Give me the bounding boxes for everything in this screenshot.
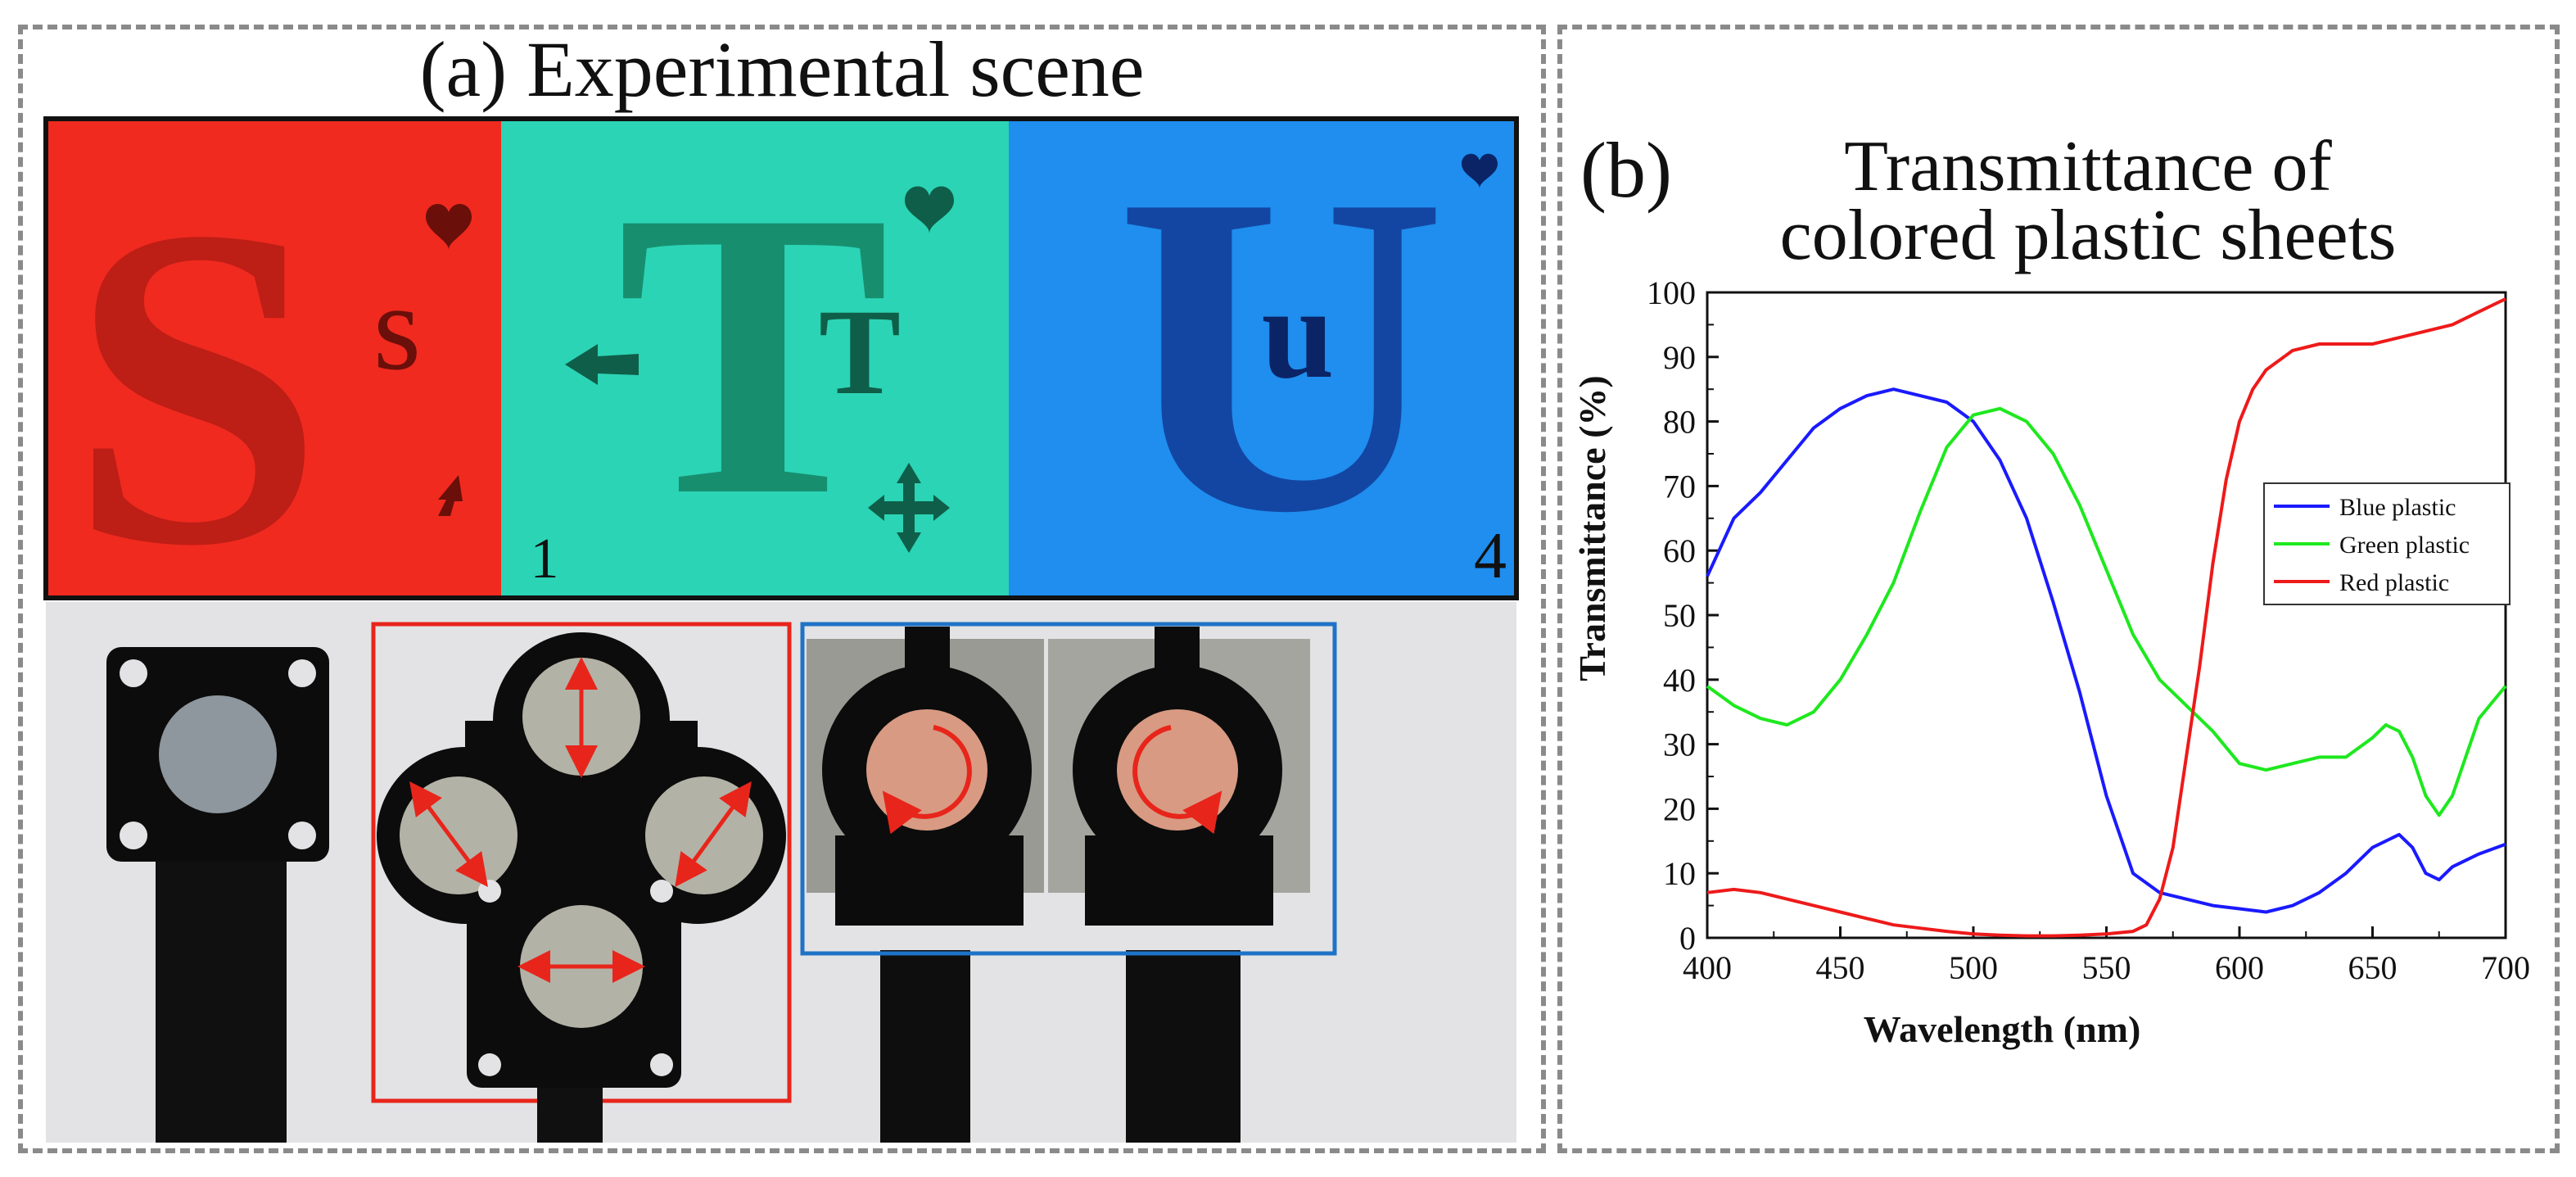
screw-hole	[120, 659, 147, 687]
letter-u: U	[1116, 100, 1447, 608]
y-tick-label: 20	[1663, 790, 1696, 827]
small-letter-s: s	[373, 260, 421, 396]
screw-hole	[288, 659, 316, 687]
chart-title-line-1: Transmittance of	[1844, 127, 2332, 206]
chart-legend: Blue plastic Green plastic Red plastic	[2263, 482, 2510, 605]
heart-shape-1	[426, 203, 472, 250]
y-tick-label: 60	[1663, 532, 1696, 569]
arrow-shape-1	[438, 475, 463, 516]
post-right-2	[1126, 950, 1241, 1143]
letter-s: S	[69, 133, 323, 641]
y-tick-label: 100	[1647, 274, 1696, 311]
heart-shape-3	[1462, 153, 1498, 188]
legend-label: Green plastic	[2339, 532, 2470, 559]
cross-arrow-shape	[868, 463, 950, 553]
rotation-arrow-1	[882, 725, 972, 835]
rotation-arrow-2	[1132, 725, 1222, 835]
screw-hole	[478, 1053, 501, 1076]
red-sheet	[46, 119, 501, 598]
y-tick-label: 90	[1663, 339, 1696, 376]
x-tick-label: 400	[1683, 949, 1732, 986]
x-tick-label: 450	[1816, 949, 1865, 986]
y-tick-label: 50	[1663, 597, 1696, 634]
blue-highlight-box	[800, 622, 1337, 956]
post-right-1	[880, 950, 970, 1143]
mark-1: 1	[531, 527, 559, 591]
chart-title: Transmittance of colored plastic sheets	[1736, 127, 2440, 275]
x-tick-label: 600	[2215, 949, 2264, 986]
post-left	[156, 852, 287, 1143]
post-center	[537, 1081, 603, 1143]
legend-label: Blue plastic	[2339, 494, 2456, 521]
heart-shape-2	[905, 186, 954, 233]
screw-hole	[120, 822, 147, 849]
x-tick-label: 650	[2348, 949, 2397, 986]
letter-t: T	[617, 127, 890, 581]
x-tick-label: 700	[2481, 949, 2530, 986]
y-axis-label: Transmittance (%)	[1571, 375, 1613, 681]
y-tick-label: 30	[1663, 727, 1696, 763]
legend-label: Red plastic	[2339, 569, 2449, 596]
screw-hole	[288, 822, 316, 849]
series-line-red-plastic	[1706, 297, 2506, 938]
small-letter-t: T	[819, 284, 901, 420]
y-tick-label: 80	[1663, 404, 1696, 441]
screw-hole	[650, 1053, 673, 1076]
polarization-arrow-diag-right	[675, 781, 752, 888]
chart-series	[1706, 297, 2507, 938]
y-tick-label: 70	[1663, 468, 1696, 505]
colored-sheets-photo: S s T T 1 U u 4	[43, 100, 1519, 641]
blue-sheet	[1009, 119, 1516, 598]
filter-left	[159, 695, 277, 813]
chart-title-line-2: colored plastic sheets	[1779, 196, 2397, 275]
left-arrow-shape	[565, 344, 639, 385]
panel-b-label: (b)	[1580, 126, 1672, 214]
y-tick-label: 40	[1663, 662, 1696, 699]
polarization-arrow-diag-left	[409, 781, 488, 888]
panel-a-frame	[18, 25, 1546, 1153]
panel-a-title: (a) Experimental scene	[419, 25, 1145, 113]
polarizer-photo	[46, 602, 1516, 1143]
y-tick-label: 0	[1679, 920, 1696, 957]
x-axis-label: Wavelength (nm)	[1864, 1008, 2141, 1050]
series-line-blue-plastic	[1706, 387, 2506, 914]
y-tick-label: 10	[1663, 855, 1696, 892]
x-tick-label: 500	[1949, 949, 1998, 986]
screw-hole	[650, 880, 673, 903]
series-line-green-plastic	[1706, 406, 2507, 817]
chart-axes: 400 450 500 550 600 650 700 0 10 20 30 40 50 60 70 80 90…	[1647, 274, 2530, 986]
x-tick-label: 550	[2082, 949, 2131, 986]
small-letter-u: u	[1262, 260, 1335, 405]
photo-border	[43, 116, 1519, 600]
mark-4: 4	[1474, 520, 1507, 592]
panel-b-frame	[1557, 25, 2560, 1153]
